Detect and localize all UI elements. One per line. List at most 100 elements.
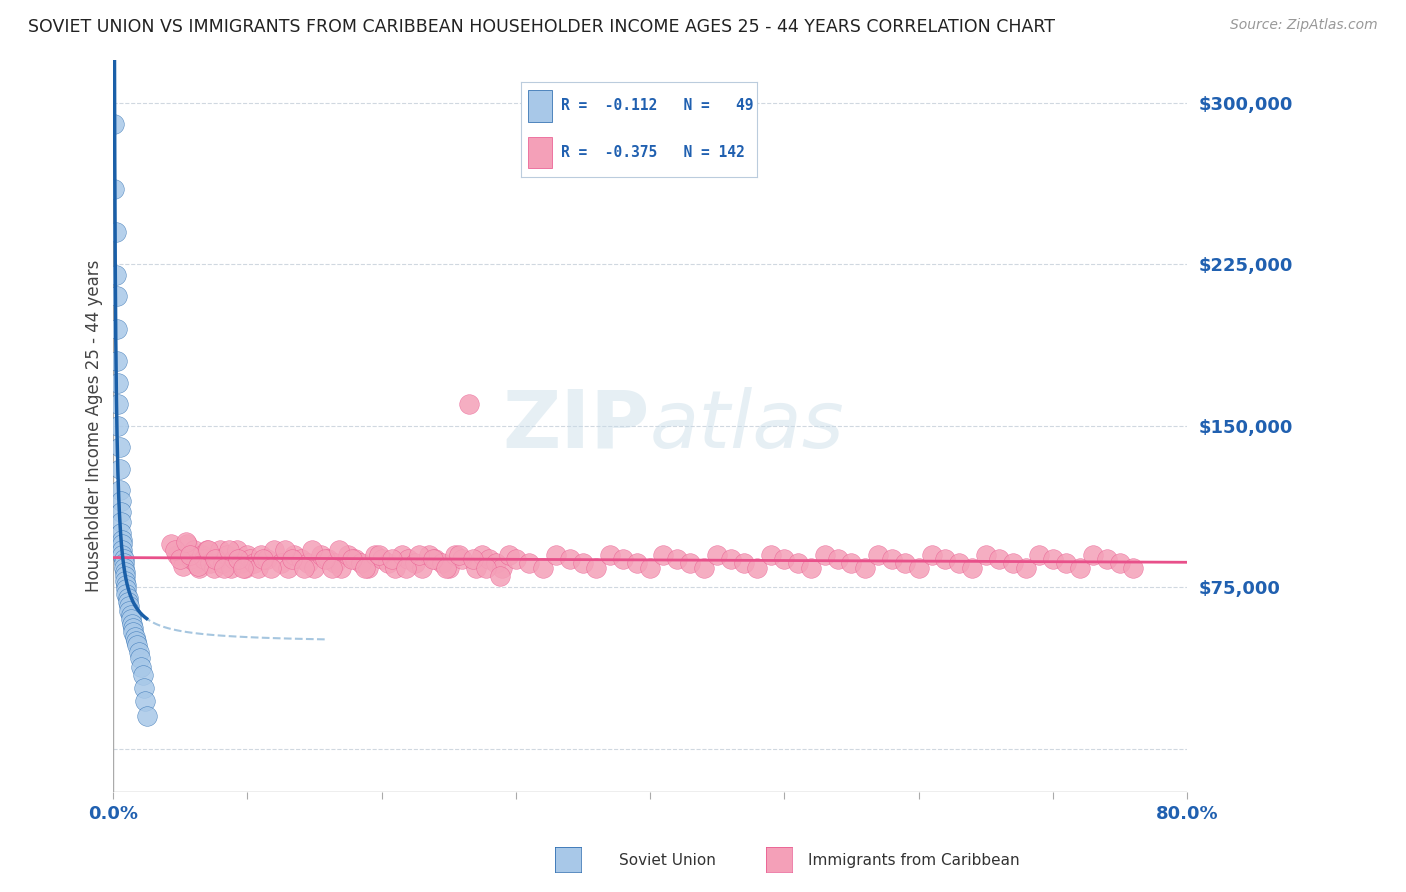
- Point: [853, 560, 876, 574]
- Point: [408, 548, 430, 562]
- Point: [247, 560, 270, 574]
- Point: [297, 557, 319, 571]
- Point: [411, 560, 433, 574]
- Point: [115, 582, 138, 597]
- Point: [498, 548, 520, 562]
- Point: [108, 483, 131, 498]
- Point: [280, 552, 302, 566]
- Point: [105, 322, 128, 336]
- Point: [110, 526, 132, 541]
- Point: [1069, 560, 1091, 574]
- Point: [800, 560, 823, 574]
- Point: [277, 560, 299, 574]
- Point: [112, 557, 135, 571]
- Point: [350, 557, 373, 571]
- Point: [773, 552, 796, 566]
- Point: [464, 560, 486, 574]
- Point: [236, 548, 259, 562]
- Point: [263, 543, 285, 558]
- Point: [316, 552, 339, 566]
- Point: [759, 548, 782, 562]
- Point: [962, 560, 984, 574]
- Point: [1054, 557, 1077, 571]
- Point: [134, 694, 156, 708]
- Point: [117, 591, 139, 605]
- Point: [108, 461, 131, 475]
- Point: [132, 681, 155, 696]
- Point: [179, 548, 201, 562]
- Point: [105, 289, 128, 303]
- Point: [256, 552, 278, 566]
- Point: [948, 557, 970, 571]
- Point: [110, 494, 132, 508]
- Point: [204, 552, 226, 566]
- Point: [239, 552, 262, 566]
- Point: [304, 560, 326, 574]
- Point: [222, 552, 245, 566]
- Point: [517, 557, 540, 571]
- Point: [934, 552, 956, 566]
- Point: [1028, 548, 1050, 562]
- Point: [103, 117, 125, 131]
- Point: [233, 560, 256, 574]
- Point: [585, 560, 607, 574]
- Point: [894, 557, 917, 571]
- Point: [212, 557, 235, 571]
- Point: [107, 376, 129, 390]
- Text: Source: ZipAtlas.com: Source: ZipAtlas.com: [1230, 18, 1378, 32]
- Point: [343, 552, 366, 566]
- Point: [706, 548, 728, 562]
- Point: [118, 599, 141, 614]
- Point: [377, 557, 399, 571]
- Point: [384, 560, 406, 574]
- Point: [471, 548, 494, 562]
- Point: [546, 548, 568, 562]
- Point: [198, 557, 221, 571]
- Point: [131, 668, 153, 682]
- Point: [572, 557, 595, 571]
- Point: [880, 552, 903, 566]
- Point: [190, 548, 212, 562]
- Point: [451, 552, 474, 566]
- Text: ZIP: ZIP: [503, 386, 650, 465]
- Text: atlas: atlas: [650, 386, 845, 465]
- Point: [491, 560, 513, 574]
- Point: [107, 418, 129, 433]
- Point: [180, 552, 202, 566]
- Point: [274, 543, 297, 558]
- Point: [110, 505, 132, 519]
- Point: [112, 560, 135, 574]
- Point: [488, 569, 510, 583]
- Point: [340, 552, 363, 566]
- Point: [107, 397, 129, 411]
- Point: [111, 548, 134, 562]
- Point: [112, 552, 135, 566]
- Point: [418, 548, 440, 562]
- Point: [122, 625, 145, 640]
- Point: [120, 612, 142, 626]
- Point: [118, 604, 141, 618]
- Point: [202, 560, 225, 574]
- Point: [921, 548, 943, 562]
- Point: [193, 552, 215, 566]
- Point: [135, 709, 157, 723]
- Point: [733, 557, 755, 571]
- Point: [232, 560, 254, 574]
- Point: [114, 565, 136, 579]
- Point: [104, 225, 127, 239]
- Point: [425, 552, 447, 566]
- Point: [129, 651, 152, 665]
- Point: [558, 552, 581, 566]
- Point: [461, 552, 484, 566]
- Point: [321, 560, 343, 574]
- Point: [444, 548, 467, 562]
- Point: [111, 533, 134, 547]
- Point: [111, 537, 134, 551]
- Point: [110, 516, 132, 530]
- Point: [665, 552, 688, 566]
- Point: [1081, 548, 1104, 562]
- Point: [357, 560, 380, 574]
- Point: [103, 182, 125, 196]
- Point: [292, 560, 315, 574]
- Point: [176, 537, 198, 551]
